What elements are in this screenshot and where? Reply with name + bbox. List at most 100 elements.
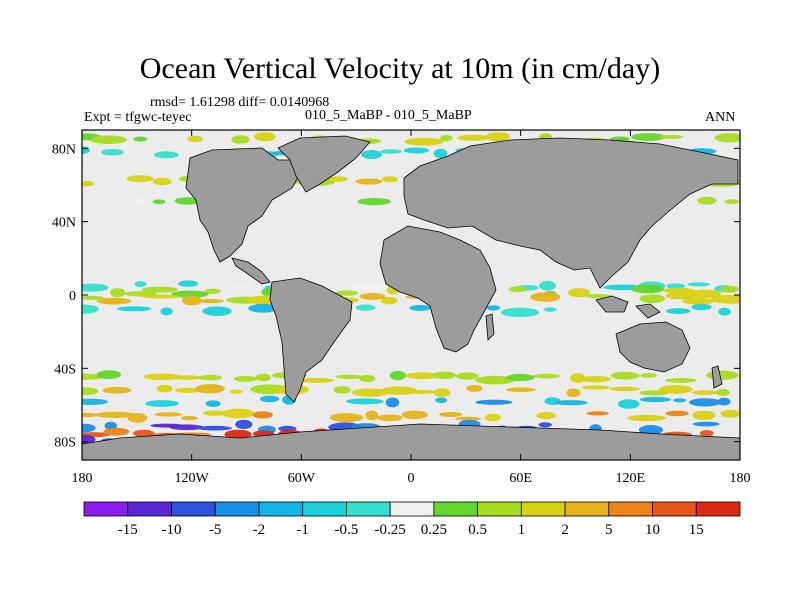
velocity-patch — [235, 419, 253, 430]
velocity-patch — [202, 306, 232, 316]
y-tick-label: 0 — [69, 289, 76, 304]
y-axis: 80N 40N 0 40S 80S — [52, 142, 740, 451]
stats-text: rmsd= 1.61298 diff= 0.0140968 — [150, 95, 330, 110]
velocity-patch — [586, 411, 610, 416]
x-tick-label: 120W — [175, 471, 210, 486]
velocity-patch — [673, 398, 687, 403]
landmass — [185, 147, 301, 263]
velocity-patch — [617, 399, 640, 409]
colorbar-swatch — [477, 501, 522, 517]
velocity-patch — [116, 306, 152, 312]
velocity-patch — [665, 410, 689, 417]
velocity-patch — [259, 395, 280, 403]
velocity-patch — [82, 295, 105, 300]
velocity-patch — [328, 176, 348, 182]
velocity-patch — [299, 377, 335, 383]
velocity-patch — [692, 421, 720, 427]
velocity-patch — [639, 294, 666, 304]
velocity-patch — [127, 413, 148, 423]
landmass — [595, 295, 629, 313]
velocity-patch — [457, 134, 490, 141]
x-tick-label: 60W — [288, 471, 316, 486]
velocity-patch — [475, 375, 515, 385]
colorbar: -15 -10 -5 -2 -1 -0.5 -0.25 0.25 0.5 1 2 5 10 15 — [83, 501, 741, 538]
velocity-patch — [103, 427, 130, 436]
colorbar-label: 15 — [689, 522, 704, 538]
velocity-patch — [403, 147, 430, 154]
velocity-patch — [688, 289, 722, 299]
velocity-patch — [109, 287, 126, 298]
velocity-patch — [566, 388, 581, 398]
velocity-patch — [227, 284, 252, 290]
velocity-patch — [536, 411, 557, 420]
velocity-patch — [706, 370, 739, 380]
velocity-patch — [178, 280, 199, 287]
y-tick-label: 40S — [54, 362, 76, 377]
velocity-patch — [539, 280, 556, 291]
x-tick-label: 60E — [509, 471, 532, 486]
velocity-patch — [581, 385, 610, 390]
velocity-patch — [169, 424, 204, 431]
velocity-patch — [405, 372, 440, 380]
velocity-patch — [475, 399, 513, 405]
landmass — [403, 137, 739, 289]
velocity-patch — [691, 303, 712, 311]
colorbar-label: -5 — [209, 522, 222, 538]
colorbar-swatch — [433, 501, 479, 517]
velocity-patch — [199, 374, 222, 381]
velocity-patch — [359, 293, 386, 300]
velocity-patch — [486, 305, 501, 311]
velocity-patch — [538, 422, 552, 428]
velocity-patch — [153, 151, 179, 159]
velocity-patch — [82, 387, 99, 396]
velocity-patch — [104, 421, 117, 430]
velocity-patch — [335, 290, 359, 296]
velocity-patch — [718, 307, 731, 316]
colorbar-swatch — [83, 501, 129, 517]
velocity-patch — [357, 197, 391, 206]
velocity-patch — [233, 375, 258, 382]
velocity-patch — [724, 199, 740, 204]
velocity-patch — [404, 137, 444, 146]
velocity-patch — [198, 298, 224, 304]
velocity-patch — [355, 304, 376, 311]
velocity-patch — [359, 374, 376, 383]
velocity-patch — [439, 411, 463, 417]
velocity-patch — [350, 282, 391, 292]
velocity-patch — [154, 412, 183, 417]
colorbar-label: -0.5 — [335, 522, 359, 538]
velocity-patch — [152, 199, 166, 205]
colorbar-label: -10 — [161, 522, 181, 538]
velocity-patch — [82, 146, 90, 154]
velocity-patch — [134, 195, 147, 206]
landmass — [379, 225, 497, 353]
colorbar-swatch — [127, 501, 172, 517]
velocity-patch — [248, 303, 279, 313]
colorbar-swatch — [302, 501, 347, 517]
experiment-label: Expt = tfgwc-teyec — [84, 110, 192, 125]
velocity-patch — [380, 296, 398, 305]
velocity-patch — [175, 387, 200, 394]
velocity-patch — [141, 286, 179, 293]
y-tick-label: 80N — [52, 142, 76, 157]
colorbar-swatch — [695, 501, 741, 517]
velocity-patch — [720, 410, 740, 418]
velocity-patch — [631, 133, 666, 141]
velocity-patch — [224, 429, 252, 440]
velocity-patch — [508, 286, 527, 293]
velocity-patch — [699, 430, 714, 437]
velocity-patch — [689, 398, 721, 407]
velocity-patch — [610, 371, 640, 380]
y-tick-label: 80S — [54, 436, 76, 451]
velocity-patch — [659, 134, 684, 139]
velocity-patch — [715, 388, 730, 396]
landmass — [615, 321, 691, 373]
x-tick-label: 120E — [616, 471, 646, 486]
velocity-patch — [142, 294, 181, 299]
velocity-patch — [439, 134, 453, 142]
velocity-patch — [692, 410, 716, 420]
velocity-patch — [329, 413, 364, 423]
velocity-patch — [381, 176, 398, 183]
colorbar-label: 1 — [518, 522, 526, 538]
